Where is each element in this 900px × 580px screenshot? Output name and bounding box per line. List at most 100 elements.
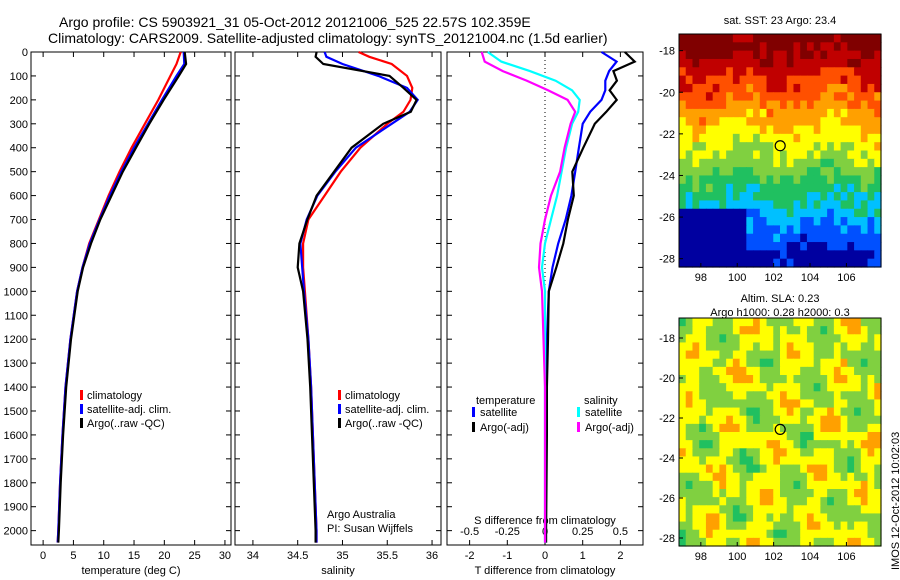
map-cell xyxy=(860,505,869,515)
map-cell xyxy=(726,100,734,110)
map-cell xyxy=(699,42,707,52)
map-cell xyxy=(732,366,741,376)
map-cell xyxy=(732,192,741,202)
map-cell xyxy=(827,75,835,85)
x-tick-label: 1 xyxy=(580,550,586,562)
map-cell xyxy=(813,497,821,506)
map-cell xyxy=(712,83,720,93)
profile-panel-frame xyxy=(234,51,442,546)
map-cell xyxy=(860,34,869,43)
map-cell xyxy=(732,464,741,474)
map-cell xyxy=(685,67,694,77)
map-cell xyxy=(820,537,828,547)
map-cell xyxy=(800,529,808,539)
map-cell xyxy=(766,217,774,226)
map-cell xyxy=(766,183,774,193)
map-cell xyxy=(712,200,720,210)
map-cell xyxy=(712,225,720,235)
map-cell xyxy=(800,34,808,43)
map-cell xyxy=(766,440,774,449)
map-cell xyxy=(786,42,795,52)
map-cell xyxy=(746,125,754,135)
map-cell xyxy=(847,183,855,193)
map-cell xyxy=(773,366,781,376)
map-cell xyxy=(780,350,788,360)
map-cell xyxy=(766,258,774,268)
map-cell xyxy=(780,521,788,531)
map-cell xyxy=(692,366,700,376)
map-x-tick-label: 104 xyxy=(801,551,819,563)
map-cell xyxy=(773,350,781,360)
map-cell xyxy=(847,50,855,60)
map-cell xyxy=(860,233,869,243)
map-cell xyxy=(860,125,869,135)
map-cell xyxy=(867,133,875,143)
map-cell xyxy=(833,537,842,547)
map-cell xyxy=(860,432,869,441)
map-cell xyxy=(800,58,808,68)
map-cell xyxy=(753,407,761,417)
map-cell xyxy=(800,326,808,335)
map-cell xyxy=(854,175,862,185)
map-cell xyxy=(685,391,694,401)
map-cell xyxy=(746,133,754,143)
map-cell xyxy=(705,100,714,110)
map-cell xyxy=(746,407,754,417)
map-cell xyxy=(786,326,795,335)
map-cell xyxy=(766,456,774,466)
map-cell xyxy=(847,133,855,143)
depth-tick-label: 100 xyxy=(10,71,28,83)
map-cell xyxy=(840,225,848,235)
map-cell xyxy=(840,497,848,506)
map-cell xyxy=(699,350,707,360)
map-cell xyxy=(705,505,714,515)
map-cell xyxy=(685,117,694,127)
map-cell xyxy=(833,108,842,118)
map-cell xyxy=(813,456,821,466)
map-cell xyxy=(860,326,869,335)
map-cell xyxy=(827,415,835,425)
map-cell xyxy=(753,497,761,506)
map-cell xyxy=(699,192,707,202)
map-cell xyxy=(820,233,828,243)
map-cell xyxy=(793,217,801,226)
map-cell xyxy=(820,383,828,392)
map-cell xyxy=(685,440,694,449)
map-cell xyxy=(847,513,855,523)
map-cell xyxy=(753,505,761,515)
map-cell xyxy=(874,423,882,433)
map-cell xyxy=(793,513,801,523)
map-cell xyxy=(867,505,875,515)
map-cell xyxy=(739,42,747,52)
map-cell xyxy=(840,258,848,268)
map-cell xyxy=(679,158,687,168)
map-cell xyxy=(786,464,795,474)
map-cell xyxy=(833,183,842,193)
map-cell xyxy=(786,440,795,449)
map-cell xyxy=(847,391,855,401)
map-cell xyxy=(847,75,855,85)
map-cell xyxy=(766,42,774,52)
map-cell xyxy=(739,217,747,226)
map-cell xyxy=(840,423,848,433)
map-cell xyxy=(726,497,734,506)
map-cell xyxy=(685,407,694,417)
map-cell xyxy=(813,383,821,392)
map-cell xyxy=(699,167,707,177)
map-cell xyxy=(685,167,694,177)
map-cell xyxy=(679,342,687,352)
map-cell xyxy=(867,150,875,160)
map-cell xyxy=(753,342,761,352)
map-cell xyxy=(874,233,882,243)
map-cell xyxy=(746,158,754,168)
map-cell xyxy=(679,117,687,127)
map-cell xyxy=(712,472,720,482)
map-cell xyxy=(854,167,862,177)
depth-tick-label: 1300 xyxy=(4,358,28,370)
map-cell xyxy=(685,92,694,102)
map-cell xyxy=(800,75,808,85)
map-cell xyxy=(786,133,795,143)
map-cell xyxy=(739,58,747,68)
map-cell xyxy=(813,448,821,458)
map-cell xyxy=(840,464,848,474)
